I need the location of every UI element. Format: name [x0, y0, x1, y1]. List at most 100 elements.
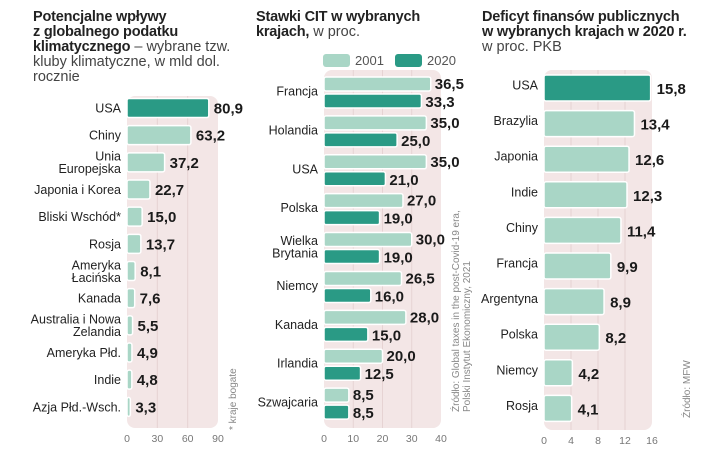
value-label-2020: 16,0 [375, 288, 404, 305]
legend-swatch-2020 [395, 54, 422, 67]
category-label: Niemcy [496, 363, 538, 377]
value-label-2020: 21,0 [389, 172, 418, 189]
value-label: 3,3 [135, 399, 156, 416]
bar [126, 124, 192, 146]
category-label: Francja [496, 257, 538, 271]
value-label: 12,6 [635, 152, 664, 169]
value-label: 8,2 [605, 330, 626, 347]
value-label: 13,4 [640, 117, 670, 134]
category-label: Ameryka [72, 258, 121, 272]
bar-2020 [323, 171, 387, 187]
bar [126, 179, 151, 200]
bar [126, 97, 210, 119]
bar-2020 [323, 209, 381, 226]
legend-label-2020: 2020 [427, 53, 456, 68]
category-label: Holandia [269, 123, 318, 137]
x-tick-label: 20 [377, 433, 389, 445]
value-label: 63,2 [196, 128, 225, 145]
title-line: klimatycznego – wybrane tzw. [33, 39, 231, 55]
source-note: Źródło: Global taxes in the post-Covid-1… [449, 210, 462, 412]
category-label: Ameryka Płd. [47, 346, 121, 360]
value-label-2001: 28,0 [410, 309, 439, 326]
title-line: kluby klimatyczne, w mld dol. [33, 54, 220, 70]
category-label: Szwajcaria [258, 396, 318, 410]
x-tick-label: 16 [646, 435, 658, 447]
category-label: Bliski Wschód* [38, 210, 121, 224]
value-label: 12,3 [633, 188, 662, 205]
category-label: Niemcy [276, 279, 318, 293]
category-label: Kanada [78, 292, 121, 306]
category-label: Azja Płd.-Wsch. [33, 400, 121, 414]
value-label-2020: 25,0 [401, 133, 430, 150]
bar-2020 [323, 132, 398, 148]
value-label-2020: 15,0 [372, 327, 401, 344]
title-line: Potencjalne wpływy [33, 9, 167, 25]
bar [126, 369, 133, 390]
category-label: Europejska [58, 162, 121, 176]
bar [543, 359, 574, 387]
category-label: USA [292, 162, 318, 176]
title-line: w proc. PKB [482, 39, 562, 55]
title-line: z globalnego podatku [33, 24, 179, 40]
x-tick-label: 30 [151, 433, 163, 445]
value-label: 15,8 [657, 81, 686, 98]
x-tick-label: 4 [568, 435, 574, 447]
bar-2001 [323, 192, 404, 209]
title-line: Deficyt finansów publicznych [482, 9, 680, 25]
legend-swatch-2001 [323, 54, 350, 67]
value-label-2001: 36,5 [435, 76, 464, 93]
panel-cit-rates: Stawki CIT w wybranych krajach, w proc. [256, 0, 476, 455]
value-label-2020: 19,0 [384, 250, 413, 267]
value-label: 15,0 [147, 209, 176, 226]
value-label: 4,8 [137, 372, 158, 389]
category-label: Chiny [89, 129, 122, 143]
title-line: Stawki CIT w wybranych [256, 9, 421, 25]
value-label: 4,9 [137, 345, 158, 362]
bar [126, 287, 136, 309]
value-label: 80,9 [214, 101, 243, 118]
bar-2001 [323, 348, 384, 364]
category-label: Indie [94, 373, 121, 387]
value-label-2020: 33,3 [425, 94, 454, 111]
bar-2020 [323, 248, 381, 265]
bar [543, 394, 573, 423]
value-label: 22,7 [155, 182, 184, 199]
value-label-2020: 8,5 [353, 405, 374, 422]
category-label: Chiny [506, 221, 539, 235]
bar [543, 74, 652, 102]
x-tick-label: 10 [347, 433, 359, 445]
bar-2020 [323, 287, 372, 304]
bar-2001 [323, 270, 403, 287]
x-tick-label: 0 [124, 433, 130, 445]
x-tick-label: 0 [321, 433, 327, 445]
bar-2020 [323, 365, 362, 381]
bar [543, 181, 628, 209]
title-line: rocznie [33, 69, 80, 85]
category-label: Kanada [275, 318, 318, 332]
category-label: Łacińska [72, 271, 121, 285]
value-label: 11,4 [627, 223, 656, 240]
bar [126, 342, 133, 363]
x-tick-label: 40 [435, 433, 447, 445]
bar [543, 287, 605, 316]
value-label: 4,2 [578, 366, 599, 383]
climate-plot-area [127, 96, 218, 428]
category-label: Polska [280, 201, 318, 215]
bar [543, 252, 612, 280]
source-note: Polski Instytut Ekonomiczny, 2021 [462, 261, 473, 412]
value-label-2020: 12,5 [365, 366, 394, 383]
legend-label-2001: 2001 [355, 53, 384, 68]
category-label: Rosja [506, 399, 538, 413]
category-label: Unia [95, 150, 121, 164]
x-tick-label: 60 [182, 433, 194, 445]
bar [126, 315, 134, 336]
bar [126, 206, 143, 227]
x-tick-label: 12 [619, 435, 631, 447]
category-label: Wielka [280, 234, 318, 248]
value-label-2001: 27,0 [407, 193, 436, 210]
value-label: 13,7 [146, 236, 175, 253]
category-label: Argentyna [481, 292, 538, 306]
category-label: Japonia [494, 150, 538, 164]
category-label: Polska [500, 328, 538, 342]
category-label: USA [512, 79, 538, 93]
